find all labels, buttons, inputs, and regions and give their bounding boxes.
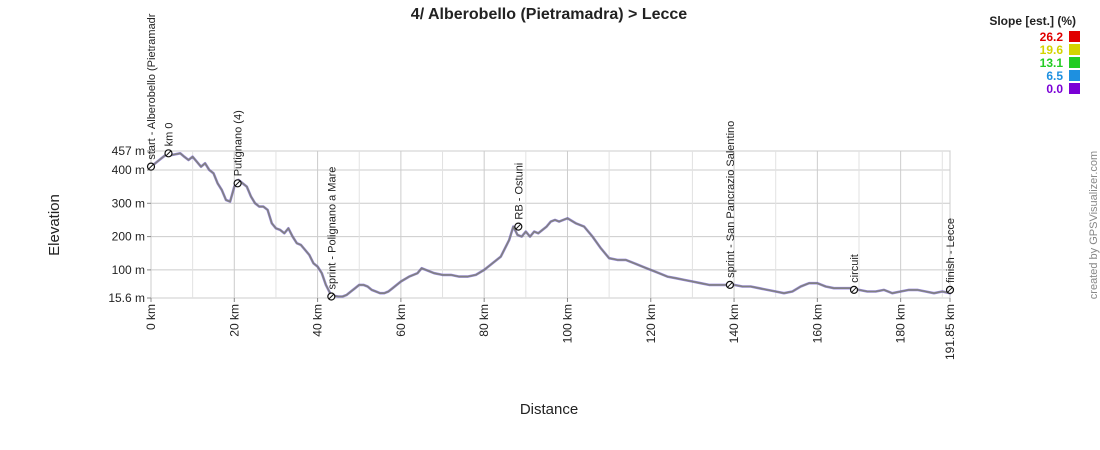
elevation-profile xyxy=(149,152,952,298)
waypoint-marker-cross xyxy=(851,287,857,293)
x-tick-label: 160 km xyxy=(810,304,824,343)
legend-entries: 26.219.613.16.50.0 xyxy=(1040,30,1080,96)
x-tick-label: 40 km xyxy=(311,304,325,337)
waypoint-label: sprint - San Pancrazio Salentino xyxy=(725,121,737,278)
profile-line-shadow xyxy=(149,152,952,298)
waypoint-marker-cross xyxy=(328,293,334,300)
x-tick-label: 20 km xyxy=(227,304,241,337)
legend-swatch xyxy=(1069,70,1080,81)
waypoint-label: finish - Lecce xyxy=(945,218,957,283)
waypoint-label: circuit xyxy=(849,254,861,283)
y-axis-label: Elevation xyxy=(46,194,63,256)
chart-title: 4/ Alberobello (Pietramadra) > Lecce xyxy=(411,6,688,23)
waypoint-marker-cross xyxy=(148,163,154,170)
x-axis-ticks: 0 km 20 km 40 km 60 km 80 km 100 km 120 km 140 … xyxy=(144,298,957,360)
x-tick-label: 191.85 km xyxy=(943,304,957,360)
y-tick-label: 15.6 m xyxy=(108,291,145,305)
legend-value: 0.0 xyxy=(1046,82,1063,96)
legend-swatch xyxy=(1069,83,1080,94)
x-axis-label: Distance xyxy=(520,401,578,418)
waypoint: sprint - Polignano a Mare xyxy=(326,167,338,301)
y-tick-label: 457 m xyxy=(112,144,145,158)
waypoint-label: sprint - Polignano a Mare xyxy=(326,167,338,290)
waypoint-marker-cross xyxy=(165,150,172,156)
waypoint-marker-cross xyxy=(947,287,953,293)
waypoint: start - Alberobello (Pietramadr xyxy=(146,13,158,171)
legend-swatch xyxy=(1069,57,1080,68)
legend-value: 26.2 xyxy=(1040,30,1064,44)
waypoint-label: start - Alberobello (Pietramadr xyxy=(146,13,158,159)
waypoint-marker-cross xyxy=(234,180,241,186)
y-tick-label: 100 m xyxy=(112,263,145,277)
x-tick-label: 180 km xyxy=(894,304,908,343)
waypoint-label: Putignano (4) xyxy=(233,110,245,176)
x-tick-label: 60 km xyxy=(394,304,408,337)
waypoint: km 0 xyxy=(163,122,175,158)
legend-swatch xyxy=(1069,31,1080,42)
legend-value: 6.5 xyxy=(1046,69,1063,83)
y-tick-label: 200 m xyxy=(112,230,145,244)
waypoint-marker-cross xyxy=(727,282,733,288)
waypoint: Putignano (4) xyxy=(233,110,245,188)
waypoint-label: RB - Ostuni xyxy=(513,163,525,220)
x-tick-label: 0 km xyxy=(144,304,158,330)
x-tick-label: 140 km xyxy=(727,304,741,343)
plot-frame xyxy=(150,150,951,299)
y-tick-label: 400 m xyxy=(112,163,145,177)
credit-text: created by GPSVisualizer.com xyxy=(1088,151,1100,299)
profile-line xyxy=(150,152,951,298)
legend-title: Slope [est.] (%) xyxy=(989,14,1076,28)
waypoints: start - Alberobello (Pietramadr km 0 Putig… xyxy=(146,13,957,301)
y-tick-label: 300 m xyxy=(112,196,145,210)
waypoint: RB - Ostuni xyxy=(513,163,525,231)
waypoint-label: km 0 xyxy=(163,122,175,146)
legend-swatch xyxy=(1069,44,1080,55)
x-tick-label: 100 km xyxy=(560,304,574,343)
y-axis-ticks: 15.6 m 100 m 200 m 300 m 400 m 457 m xyxy=(108,144,151,305)
waypoint: finish - Lecce xyxy=(945,218,957,294)
x-tick-label: 120 km xyxy=(644,304,658,343)
legend-value: 13.1 xyxy=(1040,56,1064,70)
waypoint-marker-cross xyxy=(515,223,521,230)
waypoint: circuit xyxy=(849,254,861,294)
x-tick-label: 80 km xyxy=(477,304,491,337)
legend-value: 19.6 xyxy=(1040,43,1064,57)
slope-legend: Slope [est.] (%) 26.219.613.16.50.0 xyxy=(989,14,1080,96)
grid xyxy=(150,150,951,299)
waypoint: sprint - San Pancrazio Salentino xyxy=(725,121,737,289)
